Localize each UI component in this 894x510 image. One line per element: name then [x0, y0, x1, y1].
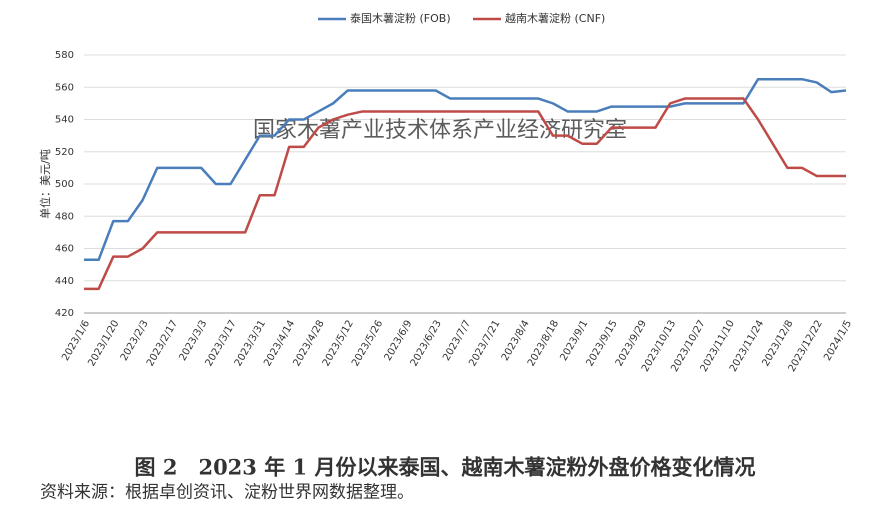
y-tick-label: 500 — [55, 179, 74, 190]
x-tick-label: 2023/8/4 — [500, 319, 532, 363]
caption: 图 2 2023 年 1 月份以来泰国、越南木薯淀粉外盘价格变化情况 — [135, 455, 756, 480]
x-tick-label: 2023/2/3 — [119, 319, 151, 363]
y-tick-label: 480 — [55, 211, 74, 222]
y-axis-label: 单位：美元/吨 — [38, 149, 52, 219]
y-tick-label: 560 — [55, 82, 74, 93]
y-tick-label: 540 — [55, 115, 74, 126]
x-tick-label: 2023/5/26 — [350, 319, 385, 369]
source: 资料来源：根据卓创资讯、淀粉世界网数据整理。 — [40, 483, 414, 503]
x-tick-label: 2023/2/17 — [145, 319, 180, 369]
y-tick-label: 420 — [55, 308, 74, 319]
series-line — [84, 97, 846, 291]
x-tick-label: 2023/1/6 — [60, 319, 92, 363]
legend-label: 泰国木薯淀粉 (FOB) — [350, 11, 451, 25]
y-tick-label: 580 — [55, 50, 74, 61]
x-tick-label: 2023/3/3 — [177, 319, 209, 363]
y-tick-label: 460 — [55, 244, 74, 255]
series-line — [84, 77, 847, 262]
y-tick-label: 520 — [55, 147, 74, 158]
x-tick-label: 2023/1/20 — [86, 319, 121, 369]
x-tick-label: 2023/8/18 — [526, 319, 561, 369]
legend-label: 越南木薯淀粉 (CNF) — [505, 11, 605, 25]
x-tick-label: 2023/6/9 — [383, 319, 415, 363]
x-tick-label: 2023/9/1 — [558, 319, 590, 363]
x-tick-label: 2023/7/7 — [441, 319, 473, 363]
x-tick-label: 2023/6/23 — [409, 319, 444, 369]
y-tick-label: 440 — [55, 276, 74, 287]
x-tick-label: 2023/7/21 — [467, 319, 502, 369]
x-tick-label: 2024/1/5 — [822, 319, 854, 363]
